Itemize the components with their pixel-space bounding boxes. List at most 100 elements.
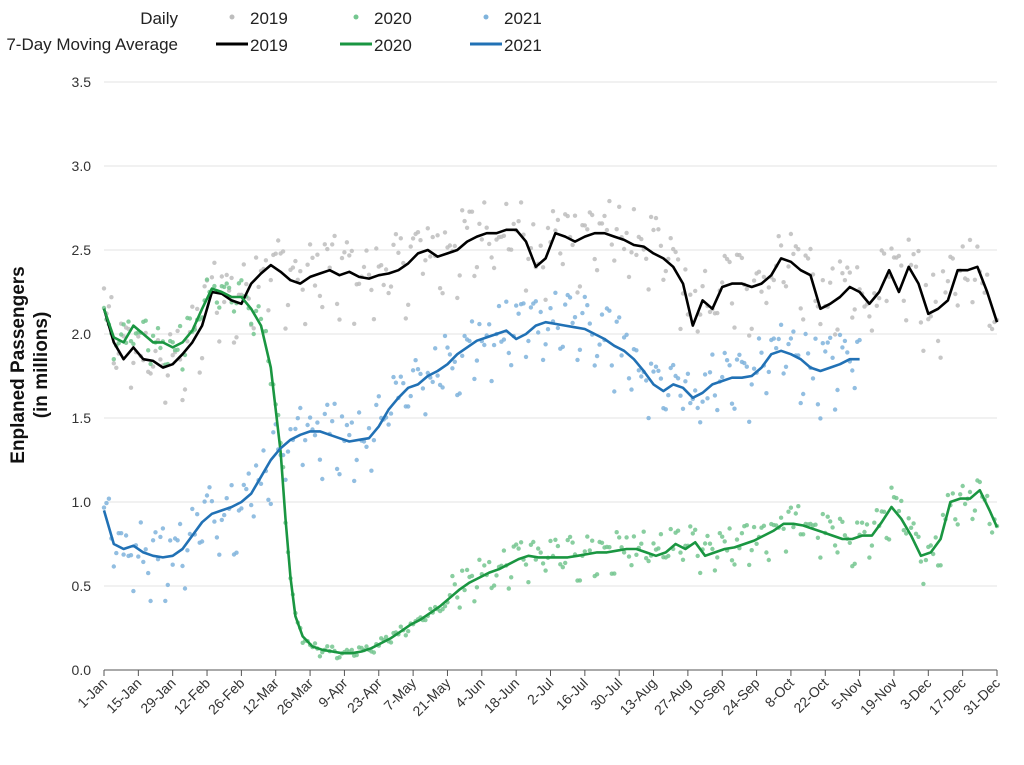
daily-point-2021 — [307, 415, 313, 420]
daily-point-2020 — [464, 567, 470, 573]
daily-point-2021 — [528, 305, 534, 310]
daily-point-2019 — [195, 306, 200, 312]
daily-point-2021 — [258, 481, 264, 486]
daily-point-2021 — [666, 393, 671, 398]
daily-point-2021 — [759, 350, 764, 355]
daily-point-2020 — [111, 357, 117, 362]
daily-point-2019 — [577, 284, 583, 289]
daily-point-2020 — [732, 562, 737, 567]
daily-point-2021 — [376, 394, 381, 399]
daily-point-2021 — [496, 303, 502, 309]
daily-point-2021 — [781, 371, 786, 376]
daily-point-2020 — [908, 525, 914, 530]
daily-point-2019 — [175, 328, 180, 334]
daily-point-2019 — [783, 284, 789, 289]
daily-point-2020 — [518, 540, 524, 545]
daily-point-2020 — [791, 524, 796, 530]
daily-point-2020 — [214, 300, 220, 305]
daily-point-2021 — [219, 517, 224, 523]
daily-point-2020 — [889, 485, 894, 490]
daily-point-2021 — [423, 412, 428, 417]
daily-point-2021 — [567, 295, 573, 300]
daily-point-2020 — [896, 508, 902, 514]
daily-point-2019 — [410, 236, 416, 241]
daily-point-2021 — [114, 550, 119, 556]
daily-point-2019 — [403, 316, 408, 321]
daily-point-2019 — [447, 243, 453, 248]
daily-point-2020 — [330, 644, 335, 649]
daily-point-2021 — [452, 359, 457, 364]
x-tick-label: 24-Sep — [719, 675, 762, 718]
daily-point-2021 — [828, 335, 833, 340]
daily-point-2019 — [229, 275, 234, 281]
daily-point-2020 — [658, 532, 664, 537]
daily-point-2019 — [516, 219, 521, 224]
daily-point-2021 — [347, 432, 352, 438]
daily-point-2020 — [131, 341, 136, 347]
daily-point-2021 — [778, 322, 784, 327]
daily-point-2021 — [315, 420, 320, 425]
daily-point-2019 — [231, 340, 237, 345]
daily-point-2019 — [442, 230, 448, 235]
daily-point-2021 — [783, 364, 789, 369]
daily-point-2021 — [626, 376, 632, 381]
daily-point-2020 — [222, 284, 227, 290]
y-tick-label: 3.5 — [72, 74, 92, 90]
daily-point-2020 — [325, 644, 330, 649]
daily-point-2020 — [406, 629, 411, 634]
daily-point-2021 — [710, 352, 715, 357]
y-axis-subtitle: (in millions) — [31, 312, 52, 419]
daily-point-2020 — [744, 523, 749, 528]
daily-point-2019 — [197, 370, 202, 375]
daily-point-2019 — [570, 242, 575, 248]
daily-point-2021 — [190, 506, 195, 512]
daily-point-2021 — [818, 416, 823, 421]
daily-point-2020 — [828, 519, 833, 524]
daily-point-2019 — [300, 287, 305, 292]
daily-point-2021 — [707, 370, 713, 375]
daily-point-2019 — [305, 262, 310, 267]
daily-point-2021 — [700, 399, 705, 404]
x-tick-label: 22-Oct — [790, 675, 831, 716]
x-tick-label: 13-Aug — [616, 675, 659, 718]
daily-point-2019 — [371, 317, 377, 322]
daily-point-2020 — [923, 557, 929, 563]
daily-point-2019 — [374, 246, 379, 251]
daily-point-2020 — [337, 655, 342, 660]
daily-point-2019 — [425, 226, 430, 231]
daily-point-2019 — [975, 244, 980, 249]
y-tick-label: 2.0 — [72, 326, 92, 342]
daily-point-2019 — [607, 198, 612, 204]
daily-point-2021 — [398, 374, 403, 379]
daily-point-2019 — [987, 323, 992, 328]
daily-point-2019 — [383, 267, 389, 272]
daily-point-2019 — [695, 329, 700, 334]
daily-point-2020 — [953, 517, 958, 522]
daily-point-2019 — [452, 243, 457, 249]
legend-ma-label: 7-Day Moving Average — [6, 35, 178, 54]
daily-point-2021 — [644, 378, 649, 383]
daily-point-2021 — [202, 499, 207, 504]
daily-point-2021 — [469, 319, 475, 324]
daily-point-2019 — [202, 284, 207, 289]
daily-point-2021 — [840, 345, 845, 350]
daily-point-2021 — [445, 345, 450, 350]
daily-point-2021 — [751, 366, 757, 371]
y-tick-label: 0.0 — [72, 662, 92, 678]
daily-point-2019 — [168, 332, 173, 337]
x-tick-label: 26-Feb — [205, 675, 248, 718]
daily-point-2019 — [852, 307, 857, 312]
daily-point-2021 — [148, 598, 153, 604]
daily-point-2019 — [398, 236, 403, 241]
daily-point-2019 — [756, 269, 762, 274]
daily-point-2020 — [487, 559, 492, 565]
daily-point-2020 — [960, 483, 965, 489]
daily-point-2020 — [781, 526, 786, 531]
x-tick-label: 15-Jan — [103, 675, 145, 717]
daily-point-2019 — [634, 252, 639, 258]
daily-point-2021 — [825, 340, 830, 345]
daily-point-2020 — [501, 548, 507, 553]
daily-point-2020 — [793, 511, 798, 516]
daily-point-2021 — [705, 396, 710, 401]
daily-point-2019 — [352, 321, 357, 326]
